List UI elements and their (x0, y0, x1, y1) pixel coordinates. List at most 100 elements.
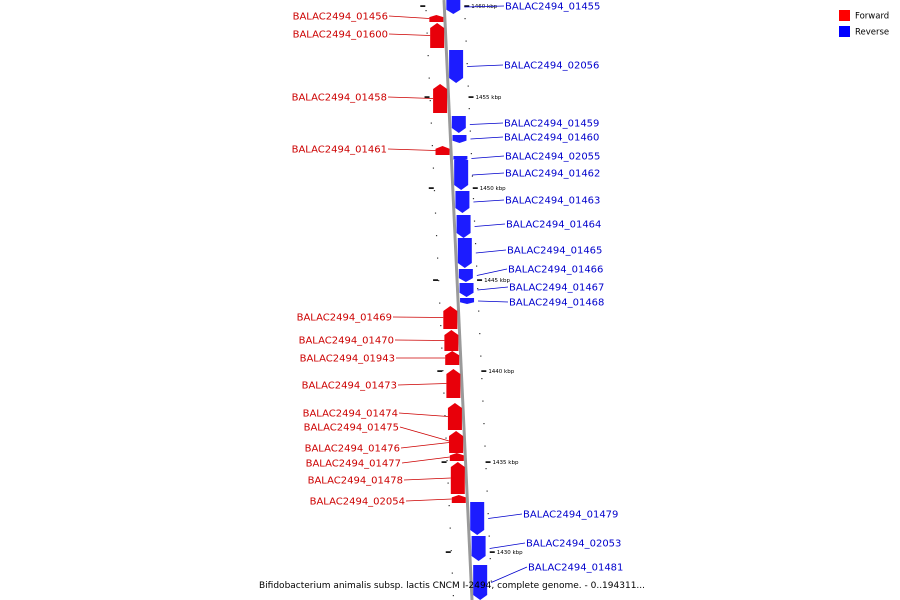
forward-gene-leader (398, 412, 448, 417)
genome-backbone (442, 0, 474, 600)
reverse-gene-label[interactable]: BALAC2494_02056 (504, 61, 599, 72)
reverse-gene-label[interactable]: BALAC2494_01462 (505, 169, 600, 180)
reverse-gene-arrow[interactable] (453, 156, 468, 161)
reverse-gene-label[interactable]: BALAC2494_01455 (505, 2, 600, 13)
forward-gene-arrow[interactable] (444, 330, 459, 351)
forward-gene-leader (400, 442, 450, 449)
forward-gene-arrow[interactable] (435, 146, 450, 155)
major-tick (433, 279, 439, 281)
reverse-gene-arrow[interactable] (459, 283, 474, 297)
forward-gene-label[interactable]: BALAC2494_01943 (300, 354, 395, 365)
minor-tick (435, 235, 438, 237)
reverse-gene-label[interactable]: BALAC2494_01468 (509, 298, 604, 309)
minor-tick (448, 505, 450, 507)
reverse-gene-arrow[interactable] (470, 502, 485, 535)
reverse-gene-label[interactable]: BALAC2494_01467 (509, 283, 604, 294)
minor-tick (451, 572, 453, 574)
forward-gene-arrow[interactable] (443, 306, 458, 329)
reverse-gene-label[interactable]: BALAC2494_01464 (506, 220, 601, 231)
major-tick (464, 5, 470, 7)
minor-tick (431, 145, 433, 147)
forward-gene-label[interactable]: BALAC2494_01475 (304, 423, 399, 434)
minor-tick (446, 460, 448, 462)
forward-gene-leader (388, 33, 431, 36)
forward-gene-arrow[interactable] (447, 403, 462, 430)
forward-gene-label[interactable]: BALAC2494_01477 (306, 459, 401, 470)
reverse-gene-arrow[interactable] (451, 116, 466, 133)
reverse-gene-leader (491, 566, 528, 583)
scale-ticks: 1460 kbp 1455 kbp 1450 kbp 1445 kbp 1440 kbp… (420, 4, 523, 597)
forward-gene-arrow[interactable] (429, 15, 444, 22)
reverse-gene-label[interactable]: BALAC2494_01460 (504, 133, 599, 144)
reverse-gene-leader (469, 122, 504, 125)
forward-gene-arrow[interactable] (451, 495, 466, 503)
forward-gene-label[interactable]: BALAC2494_01474 (303, 409, 398, 420)
minor-tick (443, 392, 445, 394)
reverse-gene-label[interactable]: BALAC2494_01466 (508, 265, 603, 276)
reverse-gene-arrow[interactable] (455, 191, 470, 213)
reverse-gene-arrow[interactable] (460, 298, 475, 304)
minor-tick (433, 190, 436, 192)
forward-gene-label[interactable]: BALAC2494_01478 (308, 476, 403, 487)
forward-gene-arrow[interactable] (430, 23, 445, 48)
forward-gene-arrow[interactable] (433, 84, 448, 113)
minor-tick (447, 482, 449, 484)
reverse-gene-leader (476, 268, 508, 276)
reverse-gene-arrow[interactable] (456, 215, 471, 238)
legend: Forward Reverse (839, 10, 889, 38)
forward-gene-label[interactable]: BALAC2494_01600 (293, 30, 388, 41)
forward-gene-label[interactable]: BALAC2494_01470 (299, 336, 394, 347)
reverse-gene-label[interactable]: BALAC2494_01479 (523, 510, 618, 521)
reverse-gene-leader (467, 64, 504, 67)
forward-gene-arrow[interactable] (450, 462, 465, 494)
forward-gene-label[interactable]: BALAC2494_01476 (305, 444, 400, 455)
minor-tick (478, 310, 480, 312)
reverse-gene-label[interactable]: BALAC2494_01481 (528, 563, 623, 574)
reverse-gene-arrow[interactable] (458, 269, 473, 282)
reverse-gene-arrow[interactable] (452, 135, 467, 143)
forward-gene-leader (403, 477, 451, 481)
major-tick (468, 96, 474, 98)
forward-gene-arrow[interactable] (449, 453, 464, 461)
minor-tick (486, 490, 488, 492)
minor-tick (476, 265, 478, 267)
forward-gene-leader (399, 426, 450, 442)
forward-gene-arrow[interactable] (445, 351, 460, 365)
reverse-gene-arrow[interactable] (457, 238, 472, 268)
reverse-gene-label[interactable]: BALAC2494_02055 (505, 152, 600, 163)
forward-gene-label[interactable]: BALAC2494_01469 (297, 313, 392, 324)
forward-gene-leader (387, 148, 436, 151)
minor-tick (444, 415, 446, 417)
reverse-gene-arrow[interactable] (454, 160, 469, 190)
minor-tick (470, 153, 472, 155)
reverse-gene-arrow[interactable] (471, 536, 486, 561)
minor-tick (477, 288, 479, 290)
major-tick (441, 461, 447, 463)
forward-gene-label[interactable]: BALAC2494_01461 (292, 145, 387, 156)
gene-track (429, 0, 488, 600)
minor-tick (441, 347, 443, 349)
reverse-gene-leader (477, 286, 509, 291)
forward-gene-leader (394, 339, 445, 341)
forward-gene-label[interactable]: BALAC2494_01473 (302, 381, 397, 392)
reverse-gene-arrow[interactable] (473, 565, 488, 600)
forward-gene-label[interactable]: BALAC2494_01458 (292, 93, 387, 104)
minor-tick (482, 400, 484, 402)
minor-tick (480, 355, 482, 357)
major-tick (489, 551, 495, 553)
forward-gene-label[interactable]: BALAC2494_02054 (310, 497, 405, 508)
minor-tick (481, 378, 483, 380)
reverse-gene-label[interactable]: BALAC2494_01459 (504, 119, 599, 130)
forward-gene-label[interactable]: BALAC2494_01456 (293, 12, 388, 23)
reverse-gene-leader (488, 513, 523, 519)
legend-swatch (839, 10, 850, 21)
forward-gene-arrow[interactable] (446, 369, 461, 398)
reverse-gene-label[interactable]: BALAC2494_01465 (507, 246, 602, 257)
minor-tick (445, 437, 447, 439)
reverse-gene-arrow[interactable] (449, 50, 464, 83)
reverse-gene-arrow[interactable] (446, 0, 461, 14)
reverse-gene-label[interactable]: BALAC2494_01463 (505, 196, 600, 207)
forward-gene-leader (397, 383, 447, 386)
forward-gene-arrow[interactable] (449, 432, 464, 453)
reverse-gene-label[interactable]: BALAC2494_02053 (526, 539, 621, 550)
